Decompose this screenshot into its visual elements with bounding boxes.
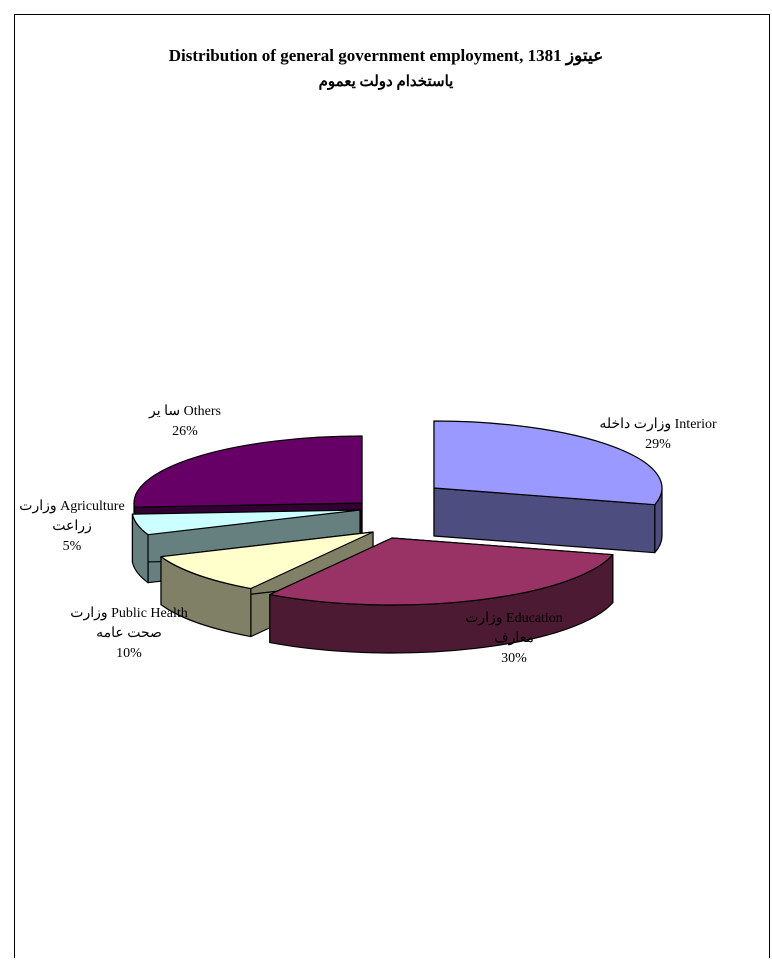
slice-label: 30% [501, 651, 527, 666]
slice-label: صحت عامه [96, 626, 162, 641]
slice-label: معارف [494, 631, 534, 646]
slice-label: وزارت داخله Interior [599, 417, 717, 432]
slice-label: 29% [645, 437, 671, 452]
chart-subtitle: یاستخدام دولت یعموم [318, 74, 454, 90]
slice-label: 5% [63, 539, 82, 554]
slice-label: وزارت Agriculture [19, 499, 124, 514]
chart-frame [14, 14, 770, 958]
slice-label: سا یر Others [148, 404, 221, 419]
pie-slice [433, 420, 663, 554]
slice-label: 10% [116, 646, 142, 661]
chart-title: Distribution of general government emplo… [168, 46, 604, 65]
slice-label: زراعت [52, 519, 92, 534]
slice-label: وزارت Education [465, 611, 563, 626]
slice-label: 26% [172, 424, 198, 439]
pie-slice [269, 537, 614, 654]
slice-label: وزارت Public Health [70, 606, 187, 621]
